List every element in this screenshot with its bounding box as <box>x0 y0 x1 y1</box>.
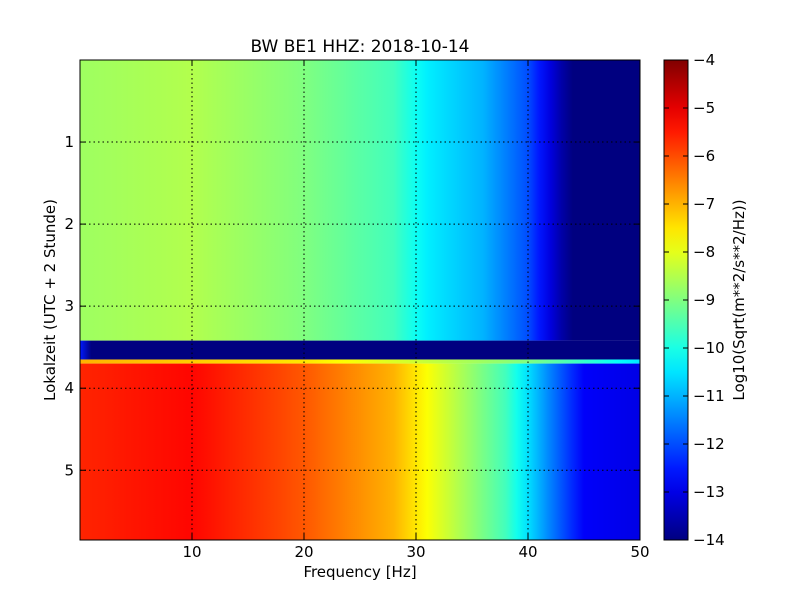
x-tick-label: 50 <box>630 543 649 561</box>
grid-lines <box>80 60 640 540</box>
colorbar-tick-label: −9 <box>693 291 715 309</box>
chart-title: BW BE1 HHZ: 2018-10-14 <box>250 37 469 57</box>
y-axis-ticks: 1 2 3 4 5 <box>64 133 640 479</box>
colorbar-tick-label: −8 <box>693 243 715 261</box>
x-tick-label: 40 <box>518 543 537 561</box>
x-axis-ticks: 10 20 30 40 50 <box>182 60 650 561</box>
colorbar-tick-label: −14 <box>693 531 725 549</box>
heatmap-region <box>80 340 640 360</box>
heatmap-region <box>80 359 640 364</box>
x-tick-label: 30 <box>406 543 425 561</box>
x-tick-label: 20 <box>294 543 313 561</box>
colorbar-tick-label: −10 <box>693 339 725 357</box>
x-tick-label: 10 <box>182 543 201 561</box>
colorbar-tick-label: −5 <box>693 99 715 117</box>
colorbar-tick-label: −12 <box>693 435 725 453</box>
colorbar-ticks: −4 −5 −6 −7 −8 −9 −10 −11 −12 −13 −14 <box>664 51 725 549</box>
colorbar-tick-label: −7 <box>693 195 715 213</box>
y-tick-label: 1 <box>64 133 74 151</box>
y-tick-label: 3 <box>64 297 74 315</box>
heatmap-region <box>80 60 640 341</box>
y-axis-label: Lokalzeit (UTC + 2 Stunde) <box>41 199 59 401</box>
colorbar-tick-label: −11 <box>693 387 725 405</box>
plot-frame <box>79 59 641 541</box>
colorbar-tick-label: −4 <box>693 51 715 69</box>
heatmap-region <box>80 363 640 540</box>
y-tick-label: 5 <box>64 461 74 479</box>
y-tick-label: 2 <box>64 215 74 233</box>
colorbar-tick-label: −13 <box>693 483 725 501</box>
heatmap-area <box>80 60 640 540</box>
colorbar-label: Log10(Sqrt(m**2/s**2/Hz)) <box>730 199 748 400</box>
y-tick-label: 4 <box>64 379 74 397</box>
x-axis-label: Frequency [Hz] <box>303 563 416 581</box>
colorbar-tick-label: −6 <box>693 147 715 165</box>
